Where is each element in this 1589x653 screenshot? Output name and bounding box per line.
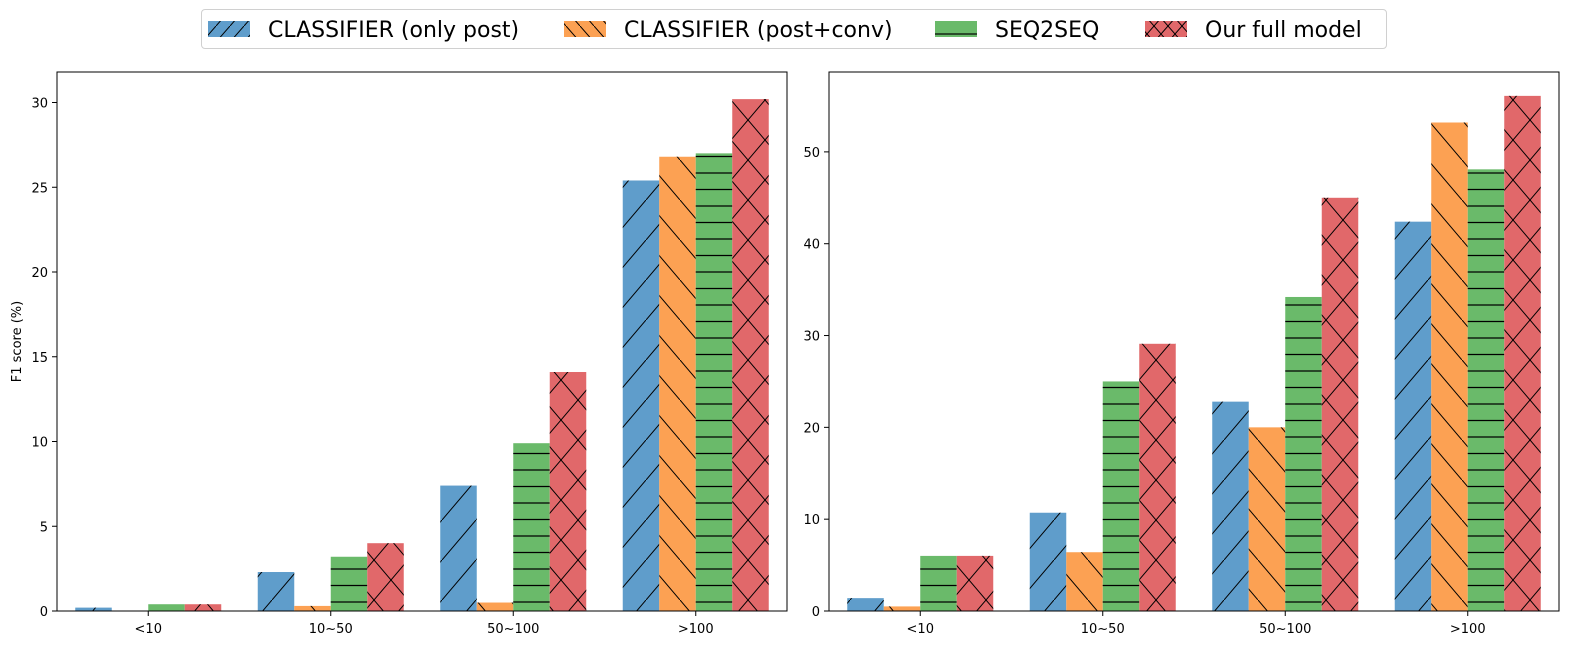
bar-hatch <box>184 604 222 611</box>
legend-item: CLASSIFIER (only post) <box>208 18 519 43</box>
y-tick-label: 20 <box>803 421 820 436</box>
legend-swatch-hatch <box>564 21 606 37</box>
bar-hatch <box>920 555 957 611</box>
y-tick-label: 30 <box>803 330 820 345</box>
legend-swatch-hatch <box>208 21 250 37</box>
bar-hatch <box>148 604 185 611</box>
x-tick-label: 50~100 <box>1259 622 1311 637</box>
bar-hatch <box>1285 296 1322 611</box>
bar-hatch <box>75 607 112 611</box>
y-tick-label: 40 <box>803 238 820 253</box>
bar-hatch <box>1321 197 1359 611</box>
x-tick-label: 50~100 <box>487 622 539 637</box>
x-tick-label: <10 <box>907 622 934 637</box>
bar-hatch <box>513 443 550 611</box>
x-tick-label: 10~50 <box>309 622 353 637</box>
legend-item: SEQ2SEQ <box>935 18 1099 43</box>
y-axis-label: F1 score (%) <box>10 301 25 382</box>
right-bar-chart: 0 10 20 30 40 50 <10 10~50 50~100 >100 <box>803 71 1560 637</box>
legend-item: Our full model <box>1145 18 1362 43</box>
left-bar-chart: 0 5 10 15 20 25 30 <10 10~50 50~100 >100 F1 score (… <box>10 71 788 637</box>
bar-hatch <box>1394 221 1432 611</box>
bar-hatch <box>1431 122 1468 611</box>
bar-hatch <box>549 372 587 611</box>
y-tick-label: 15 <box>31 351 48 366</box>
bar-hatch <box>847 598 884 611</box>
x-tick-label: >100 <box>678 622 714 637</box>
bar-hatch <box>367 543 404 611</box>
y-tick-label: 30 <box>31 97 48 112</box>
bar-hatch <box>440 485 477 611</box>
bar-hatch <box>956 555 994 611</box>
y-tick-label: 0 <box>812 605 820 620</box>
y-tick-label: 10 <box>803 513 820 528</box>
legend-label: CLASSIFIER (only post) <box>268 18 519 43</box>
bar-hatch <box>732 99 769 611</box>
bar-hatch <box>476 602 514 611</box>
bar-hatch <box>695 153 733 611</box>
bar-hatch <box>330 556 368 611</box>
bar-hatch <box>622 180 660 612</box>
legend-swatch-hatch <box>935 21 977 37</box>
bar-hatch <box>294 605 331 611</box>
bar-hatch <box>1248 427 1286 611</box>
bar-hatch <box>1139 343 1176 611</box>
bar-hatch <box>1066 552 1103 611</box>
legend-item: CLASSIFIER (post+conv) <box>564 18 893 43</box>
y-tick-label: 10 <box>31 436 48 451</box>
bar-hatch <box>883 606 921 611</box>
x-tick-label: 10~50 <box>1081 622 1125 637</box>
legend-label: SEQ2SEQ <box>995 18 1099 43</box>
x-tick-label: >100 <box>1450 622 1486 637</box>
bar-hatch <box>257 572 295 611</box>
plot-frame <box>56 71 788 612</box>
y-tick-label: 0 <box>40 605 48 620</box>
bar-hatch <box>1504 95 1541 612</box>
y-tick-label: 5 <box>40 520 48 535</box>
legend-swatch-hatch <box>1145 21 1187 37</box>
bar-hatch <box>1029 512 1067 611</box>
legend: CLASSIFIER (only post) CLASSIFIER (post+c… <box>201 9 1387 49</box>
y-tick-label: 50 <box>803 146 820 161</box>
legend-label: CLASSIFIER (post+conv) <box>624 18 893 43</box>
bar-hatch <box>1212 401 1249 611</box>
y-tick-label: 20 <box>31 266 48 281</box>
bar-hatch <box>1102 381 1140 611</box>
plot-frame <box>828 71 1560 612</box>
legend-label: Our full model <box>1205 18 1362 43</box>
y-tick-label: 25 <box>31 181 48 196</box>
x-tick-label: <10 <box>135 622 162 637</box>
bar-hatch <box>659 156 696 612</box>
bar-hatch <box>1467 169 1505 611</box>
